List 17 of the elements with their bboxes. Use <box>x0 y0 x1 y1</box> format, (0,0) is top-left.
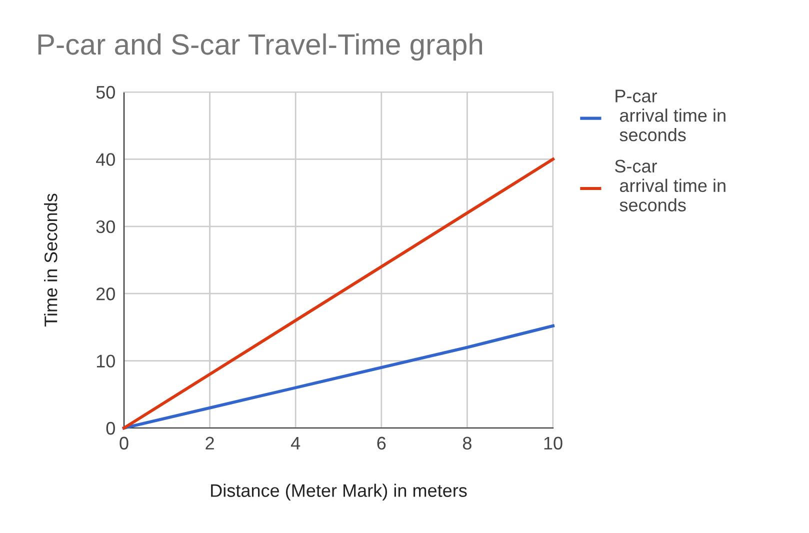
y-tick-label: 40 <box>96 153 115 166</box>
x-tick-label: 6 <box>377 436 386 450</box>
x-tick-label: 2 <box>206 436 214 450</box>
y-tick-label: 0 <box>106 422 115 435</box>
x-tick-label: 4 <box>290 436 300 450</box>
x-tick-label: 10 <box>544 436 562 450</box>
y-tick-label: 30 <box>96 220 115 234</box>
x-axis-title: Distance (Meter Mark) in meters <box>211 484 467 501</box>
y-tick-label: 10 <box>96 354 115 368</box>
y-tick-label: 50 <box>96 86 115 99</box>
legend-label: S-car arrival time in seconds <box>614 160 726 212</box>
x-tick-label: 8 <box>462 436 472 450</box>
legend-label: P-car arrival time in seconds <box>616 90 726 142</box>
y-axis-title: Time in Seconds <box>44 194 58 326</box>
x-tick-label: 0 <box>120 436 128 450</box>
chart-title: P-car and S-car Travel-Time graph <box>38 33 482 61</box>
y-tick-label: 20 <box>96 288 115 300</box>
